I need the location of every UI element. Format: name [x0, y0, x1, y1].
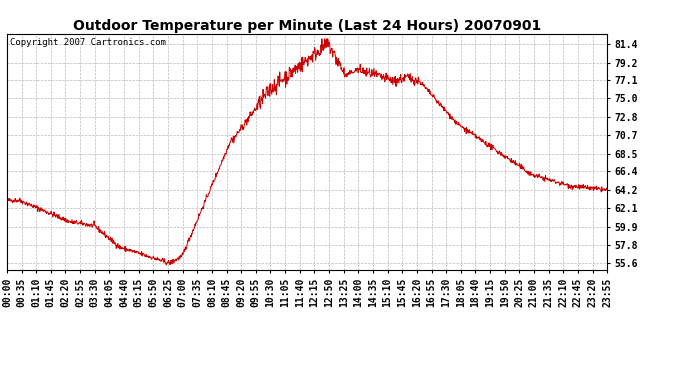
Title: Outdoor Temperature per Minute (Last 24 Hours) 20070901: Outdoor Temperature per Minute (Last 24 … [73, 19, 541, 33]
Text: Copyright 2007 Cartronics.com: Copyright 2007 Cartronics.com [10, 39, 166, 48]
